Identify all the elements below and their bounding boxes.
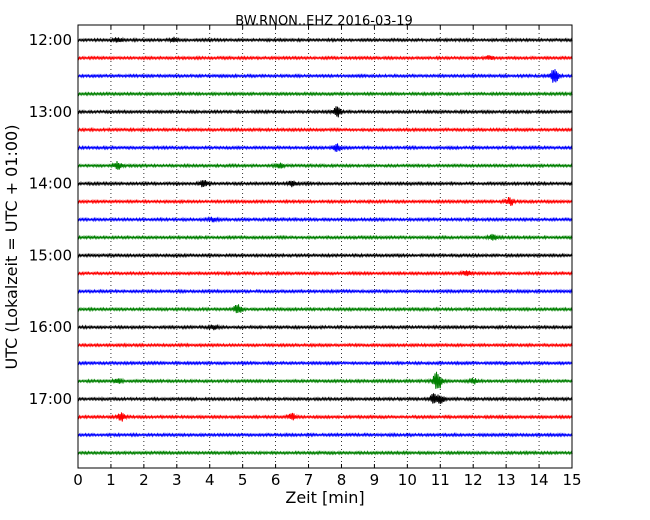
trace-row-1315 bbox=[77, 127, 573, 133]
trace-row-1630 bbox=[77, 360, 573, 366]
trace-row-1330 bbox=[77, 143, 573, 153]
y-tick-label-1600: 16:00 bbox=[29, 318, 72, 336]
y-axis-label: UTC (Lokalzeit = UTC + 01:00) bbox=[2, 125, 21, 370]
trace-row-1345 bbox=[77, 160, 573, 170]
trace-row-1200 bbox=[77, 36, 573, 44]
x-tick-label-5: 5 bbox=[238, 471, 248, 489]
trace-rows bbox=[77, 36, 573, 456]
x-tick-label-6: 6 bbox=[271, 471, 281, 489]
y-tick-label-1200: 12:00 bbox=[29, 31, 72, 49]
x-tick-label-10: 10 bbox=[398, 471, 417, 489]
trace-row-1500 bbox=[77, 252, 573, 259]
trace-row-1600 bbox=[77, 323, 573, 331]
x-tick-label-2: 2 bbox=[139, 471, 149, 489]
trace-row-1430 bbox=[77, 215, 573, 223]
trace-row-1530 bbox=[77, 288, 573, 295]
x-tick-label-7: 7 bbox=[304, 471, 314, 489]
y-tick-label-1500: 15:00 bbox=[29, 246, 72, 264]
x-tick-label-13: 13 bbox=[497, 471, 516, 489]
trace-row-1700 bbox=[77, 393, 573, 404]
trace-row-1245 bbox=[77, 91, 573, 97]
axis-ticks: 0 1 2 3 4 5 6 7 8 9 10 11 12 13 14 1512:0013:0014:0015:… bbox=[29, 25, 582, 489]
plot-frame bbox=[77, 24, 573, 469]
trace-row-1215 bbox=[77, 55, 573, 61]
trace-row-1415 bbox=[77, 196, 573, 206]
trace-row-1745 bbox=[77, 450, 573, 456]
trace-row-1400 bbox=[77, 180, 573, 188]
x-tick-label-11: 11 bbox=[431, 471, 450, 489]
x-tick-label-8: 8 bbox=[337, 471, 347, 489]
chart-title: BW.RNON..EHZ 2016-03-19 bbox=[235, 14, 413, 29]
trace-row-1645 bbox=[77, 371, 573, 389]
y-tick-label-1400: 14:00 bbox=[29, 175, 72, 193]
y-tick-label-1700: 17:00 bbox=[29, 390, 72, 408]
x-tick-label-0: 0 bbox=[73, 471, 83, 489]
trace-row-1715 bbox=[77, 412, 573, 422]
x-axis-label: Zeit [min] bbox=[285, 488, 364, 507]
x-tick-label-9: 9 bbox=[370, 471, 380, 489]
x-tick-label-4: 4 bbox=[205, 471, 215, 489]
x-tick-label-15: 15 bbox=[562, 471, 581, 489]
trace-row-1515 bbox=[77, 269, 573, 277]
x-tick-label-1: 1 bbox=[106, 471, 116, 489]
x-tick-label-14: 14 bbox=[530, 471, 549, 489]
trace-row-1230 bbox=[77, 69, 573, 83]
trace-row-1615 bbox=[77, 342, 573, 348]
trace-row-1545 bbox=[77, 304, 573, 314]
x-tick-label-3: 3 bbox=[172, 471, 182, 489]
y-tick-label-1300: 13:00 bbox=[29, 103, 72, 121]
trace-row-1300 bbox=[77, 106, 573, 118]
trace-row-1445 bbox=[77, 233, 573, 241]
x-tick-label-12: 12 bbox=[464, 471, 483, 489]
trace-row-1730 bbox=[77, 432, 573, 438]
